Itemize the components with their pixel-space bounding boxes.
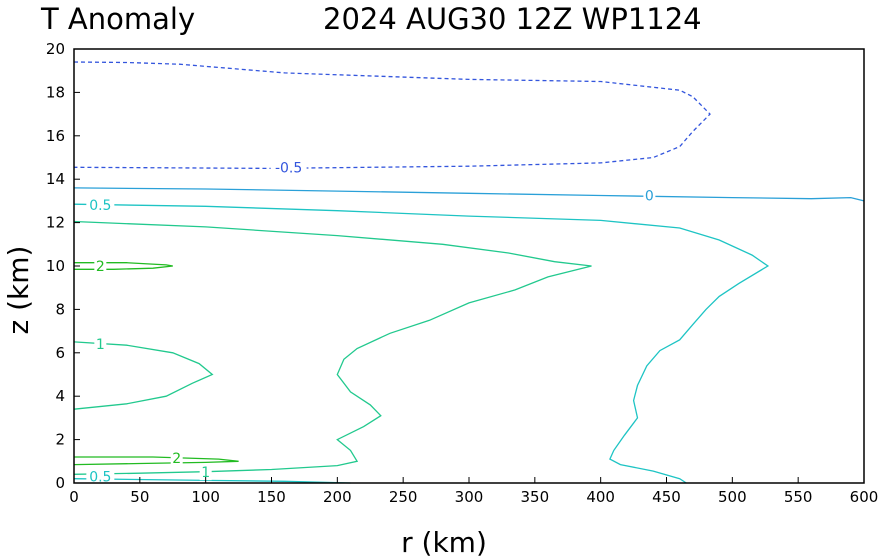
contour-line-0-0 [73,187,865,202]
contour-lines [73,61,865,484]
chart-title-right: 2024 AUG30 12Z WP1124 [323,2,702,36]
x-tick-label: 400 [586,488,615,506]
x-tick-label: 0 [69,488,79,506]
x-axis-ticks: 0 50 100 150 200 250 300 350 400 450 500 550 600 [69,477,878,506]
contour-label: 0.5 [89,198,111,214]
x-axis-label: r (km) [401,526,487,559]
x-tick-label: 250 [389,488,418,506]
y-tick-label: 12 [46,214,65,232]
contour-line-0p5-0 [73,203,770,484]
y-tick-label: 14 [46,170,65,188]
contour-label-bg [170,450,183,467]
contour-label: 1 [201,465,210,481]
x-tick-label: 100 [191,488,220,506]
y-tick-label: 18 [46,83,65,101]
y-tick-label: 6 [55,344,65,362]
x-tick-label: 450 [652,488,681,506]
contour-label: -0.5 [275,160,302,176]
y-tick-label: 16 [46,127,65,145]
x-tick-label: 50 [130,488,149,506]
x-tick-label: 500 [718,488,747,506]
contour-label-bg [94,258,107,274]
y-tick-label: 2 [55,431,65,449]
contour-line-2-0 [74,262,173,270]
x-tick-label: 350 [521,488,550,506]
contour-label-bg [643,187,656,204]
y-axis-label: z (km) [2,246,35,335]
y-axis-ticks: 0 2 4 6 8 10 12 14 16 18 20 [46,40,80,492]
contour-label: 2 [172,451,181,467]
contour-line-2-1 [73,456,239,466]
contour-line-1-1 [73,341,214,410]
contour-label: 0.5 [89,469,111,485]
y-tick-label: 20 [46,40,65,58]
contour-line-neg0p5-0 [73,61,711,170]
contour-line-1-0 [73,220,592,475]
x-tick-label: 600 [850,488,879,506]
contour-label-bg [86,468,115,485]
y-tick-label: 4 [55,387,65,405]
x-tick-label: 150 [257,488,286,506]
contour-label-bg [94,336,107,353]
chart-title-left: T Anomaly [40,2,195,36]
x-tick-label: 300 [455,488,484,506]
y-tick-label: 8 [55,300,65,318]
x-tick-label: 550 [784,488,813,506]
contour-label-bg [86,197,115,214]
x-tick-label: 200 [323,488,352,506]
contour-label: 1 [96,337,105,353]
contour-labels: -0.5 0 0.5 2 1 2 1 0.5 [86,159,656,485]
y-tick-label: 10 [46,257,65,275]
contour-label: 2 [96,259,105,275]
contour-label-bg [199,464,212,481]
contour-label: 0 [645,188,654,204]
y-tick-label: 0 [55,474,65,492]
contour-label-bg [270,159,307,176]
plot-frame [73,48,865,484]
